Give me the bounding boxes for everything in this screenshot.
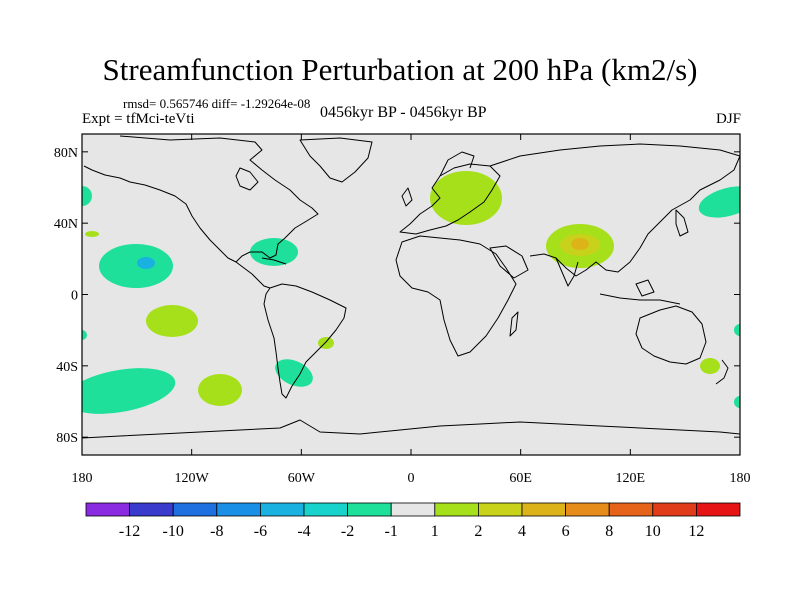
coast-south-america (263, 283, 347, 399)
lat-tick-label: 0 (71, 289, 78, 304)
coast-asia (489, 143, 740, 277)
coast-africa (395, 235, 517, 357)
longitude-axis: 180 120W 60W 0 60E 120E 180 (72, 134, 751, 486)
anomaly-pacific-north (99, 244, 173, 288)
coast-australia (635, 305, 707, 365)
coast-borneo (635, 279, 655, 297)
lat-tick-label: 80N (54, 146, 78, 161)
lat-tick-label: 40N (54, 217, 78, 232)
anomaly-east-edge-1 (734, 324, 740, 336)
stats-text: rmsd= 0.565746 diff= -1.29264e-08 (123, 96, 311, 111)
anomaly-europe (430, 171, 502, 225)
coast-arabia (489, 245, 529, 279)
anomaly-west-edge-2 (85, 231, 99, 237)
anomaly-south-pacific-pos (198, 374, 242, 406)
colorbar: -12 -10 -8 -6 -4 -2 -1 1 2 4 6 8 10 12 (85, 502, 741, 540)
anomaly-tasman (700, 358, 720, 374)
anomaly-asia-core4 (571, 238, 589, 250)
lat-tick-label: 80S (56, 431, 78, 446)
colorbar-swatch (216, 502, 261, 517)
lon-tick-label: 180 (72, 471, 93, 486)
coast-indonesia (599, 293, 681, 305)
colorbar-label: 12 (688, 523, 704, 540)
lon-tick-label: 0 (408, 471, 415, 486)
anomaly-south-pacific (82, 368, 176, 414)
colorbar-swatch (608, 502, 654, 517)
colorbar-swatch (565, 502, 610, 517)
colorbar-swatch (129, 502, 174, 517)
colorbar-label: 8 (605, 523, 613, 540)
colorbar-label: -12 (119, 523, 140, 540)
coast-cuba (261, 257, 287, 265)
lat-tick-label: 40S (56, 360, 78, 375)
colorbar-label: 10 (645, 523, 661, 540)
colorbar-swatch (434, 502, 479, 517)
colorbar-label: -4 (297, 523, 310, 540)
colorbar-swatch (652, 502, 697, 517)
colorbar-swatch (390, 502, 436, 517)
colorbar-swatch (521, 502, 566, 517)
anomaly-pacific-north-core (137, 257, 155, 269)
colorbar-swatch (85, 502, 130, 517)
lon-tick-label: 180 (730, 471, 751, 486)
colorbar-label: 1 (431, 523, 439, 540)
coast-greenland (299, 137, 373, 183)
anomaly-dateline-west (82, 186, 92, 206)
colorbar-label: 6 (562, 523, 570, 540)
coast-hudson-bay (235, 167, 259, 191)
colorbar-label: -10 (163, 523, 184, 540)
colorbar-label: -6 (254, 523, 267, 540)
colorbar-swatch (347, 502, 392, 517)
coast-british-isles (401, 187, 413, 207)
colorbar-swatch (696, 502, 741, 517)
colorbar-swatch (303, 502, 348, 517)
anomaly-east-pacific (146, 305, 198, 337)
coast-central-america (235, 261, 271, 289)
map-plot-area (82, 134, 740, 455)
lon-tick-label: 120E (616, 471, 646, 486)
experiment-label: Expt = tfMci-teVti (82, 111, 195, 127)
anomaly-east-edge-2 (734, 396, 740, 408)
colorbar-label: -8 (210, 523, 223, 540)
season-label: DJF (715, 111, 741, 127)
lon-tick-label: 60E (509, 471, 532, 486)
anomaly-patches (82, 171, 740, 414)
anomaly-nw-pacific (698, 186, 740, 218)
coast-japan (675, 209, 689, 237)
coast-antarctica (82, 419, 740, 439)
colorbar-swatch (477, 502, 523, 517)
coast-scandinavia (439, 151, 475, 177)
colorbar-swatch (259, 502, 305, 517)
page-title: Streamfunction Perturbation at 200 hPa (… (102, 52, 698, 87)
lon-tick-label: 120W (175, 471, 210, 486)
coast-india (555, 257, 579, 287)
latitude-axis: 80N 40N 0 40S 80S (54, 146, 740, 446)
anomaly-caribbean (250, 238, 298, 266)
period-label: 0456kyr BP - 0456kyr BP (320, 104, 487, 121)
coast-new-zealand (715, 359, 729, 385)
coast-madagascar (509, 311, 519, 337)
colorbar-label: 4 (518, 523, 526, 540)
colorbar-swatch (172, 502, 218, 517)
lon-tick-label: 60W (288, 471, 316, 486)
colorbar-label: 2 (474, 523, 482, 540)
coast-north-america (83, 135, 319, 263)
anomaly-west-edge (82, 330, 87, 340)
colorbar-label: -1 (385, 523, 398, 540)
coastlines (82, 135, 740, 439)
colorbar-label: -2 (341, 523, 354, 540)
